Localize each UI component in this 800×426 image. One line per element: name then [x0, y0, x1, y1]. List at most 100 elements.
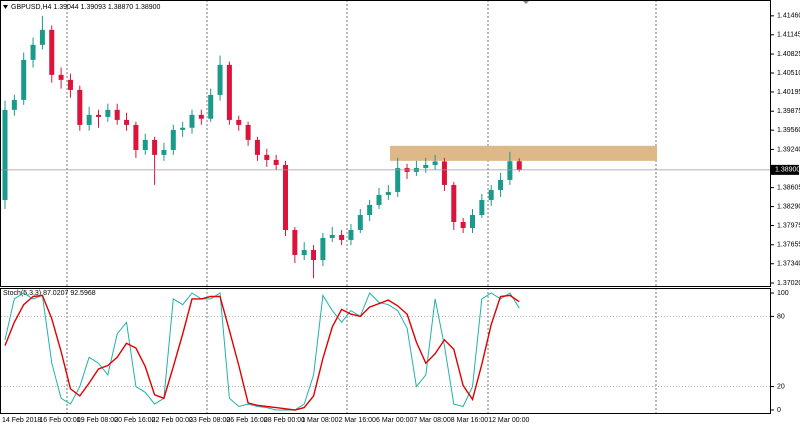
candle-body [124, 119, 130, 125]
candle-body [180, 127, 186, 130]
candle-body [264, 154, 270, 160]
candle-body [357, 215, 363, 230]
candle-body [161, 149, 167, 155]
y-tick-label: 1.39240 [777, 146, 800, 153]
x-tick-label: 16 Feb 00:00 [39, 417, 80, 424]
indicator-frame [0, 288, 771, 414]
candle-body [367, 204, 373, 215]
candle-body [226, 64, 232, 120]
candle-body [67, 79, 73, 90]
indicator-line [4, 292, 520, 411]
candle-body [11, 99, 17, 110]
y-tick-label: 1.37020 [777, 280, 800, 287]
zone [390, 145, 657, 161]
candle-body [488, 189, 494, 200]
candle-body [385, 191, 391, 195]
y-tick-label: 1.40510 [777, 70, 800, 77]
candle-body [451, 184, 457, 222]
separators [66, 0, 657, 413]
candle-body [311, 250, 317, 261]
x-tick-label: 22 Feb 00:00 [152, 417, 193, 424]
y-tick-label: 1.40825 [777, 51, 800, 58]
candle-body [236, 119, 242, 125]
candle-body [301, 250, 307, 256]
candle-body [49, 29, 55, 75]
candle-body [77, 89, 83, 125]
candle-body [39, 29, 45, 45]
x-tick-label: 20 Feb 16:00 [114, 417, 155, 424]
x-tick-label: 1 Mar 08:00 [301, 417, 338, 424]
candle-body [152, 139, 158, 155]
candle-body [423, 164, 429, 168]
y-tick-label: 1.37975 [777, 222, 800, 229]
plot: 1.41460 1.41145 1.40825 1.40510 1.40195 1.398… [1, 13, 800, 424]
candle-body [21, 59, 27, 100]
candle-body [86, 114, 92, 125]
candle-body [376, 194, 382, 205]
candle-body [507, 161, 513, 180]
candle-body [198, 114, 204, 119]
main-frame [0, 0, 771, 287]
candle-body [283, 164, 288, 230]
x-tick-label: 14 Feb 2018 [2, 417, 41, 424]
x-tick-label: 28 Feb 00:00 [264, 417, 305, 424]
y-tick-label: 1.41460 [777, 13, 800, 20]
y-tick-label: 1.38290 [777, 203, 800, 210]
chart-title: GBPUSD,H4 1.39044 1.39093 1.38870 1.3890… [11, 4, 161, 11]
x-tick-label: 12 Mar 00:00 [488, 417, 529, 424]
candle-body [105, 109, 111, 117]
candle-body [133, 124, 139, 150]
candle-body [329, 234, 335, 238]
candle-body [142, 139, 148, 150]
y-tick-label: 1.40195 [777, 89, 800, 96]
x-tick-label: 26 Feb 16:00 [226, 417, 267, 424]
x-tick-label: 8 Mar 16:00 [451, 417, 488, 424]
y-tick-label: 100 [777, 290, 789, 297]
candle-body [479, 199, 485, 215]
candle-body [254, 139, 260, 155]
y-tick-label: 1.39875 [777, 108, 800, 115]
candle-body [170, 129, 176, 150]
x-tick-label: 2 Mar 16:00 [339, 417, 376, 424]
candle-body [498, 179, 504, 190]
candle-body [339, 234, 345, 240]
y-tick-label: 1.38605 [777, 184, 800, 191]
y-tick-label: 1.39560 [777, 127, 800, 134]
x-tick-label: 7 Mar 08:00 [413, 417, 450, 424]
candle-body [245, 124, 251, 140]
candle-body [189, 114, 195, 128]
y-tick-label: 20 [777, 383, 785, 390]
y-tick-label: 1.37655 [777, 242, 800, 249]
candle-body [208, 94, 214, 119]
y-tick-label: 1.37340 [777, 261, 800, 268]
candle-body [348, 229, 354, 240]
y-tick-label: 80 [777, 313, 785, 320]
indicator-line [4, 294, 520, 411]
candle-body [460, 221, 466, 228]
candle-body [441, 161, 447, 185]
current-price-label: 1.38900 [775, 167, 800, 174]
candle-body [470, 215, 475, 228]
y-tick-label: 1.41145 [777, 32, 800, 39]
x-tick-label: 19 Feb 08:00 [77, 417, 118, 424]
candle-body [292, 229, 298, 256]
x-tick-label: 6 Mar 00:00 [376, 417, 413, 424]
candle-body [114, 109, 120, 120]
candle-body [516, 161, 522, 170]
candle-body [58, 74, 64, 80]
candle-body [432, 161, 438, 165]
x-tick-label: 23 Feb 08:00 [189, 417, 230, 424]
candle-body [30, 44, 36, 60]
candle-body [2, 109, 8, 200]
current-price-box [771, 164, 799, 175]
candle-body [395, 168, 401, 192]
candle-body [273, 159, 279, 165]
candle-body [96, 114, 101, 117]
symbol-arrow [3, 5, 8, 9]
candle-body [320, 237, 326, 261]
candle-body [217, 64, 223, 95]
y-tick-label: 0 [777, 407, 781, 414]
indicator-title: Stoch(5,3,3) 87.0207 92.5968 [3, 290, 96, 297]
